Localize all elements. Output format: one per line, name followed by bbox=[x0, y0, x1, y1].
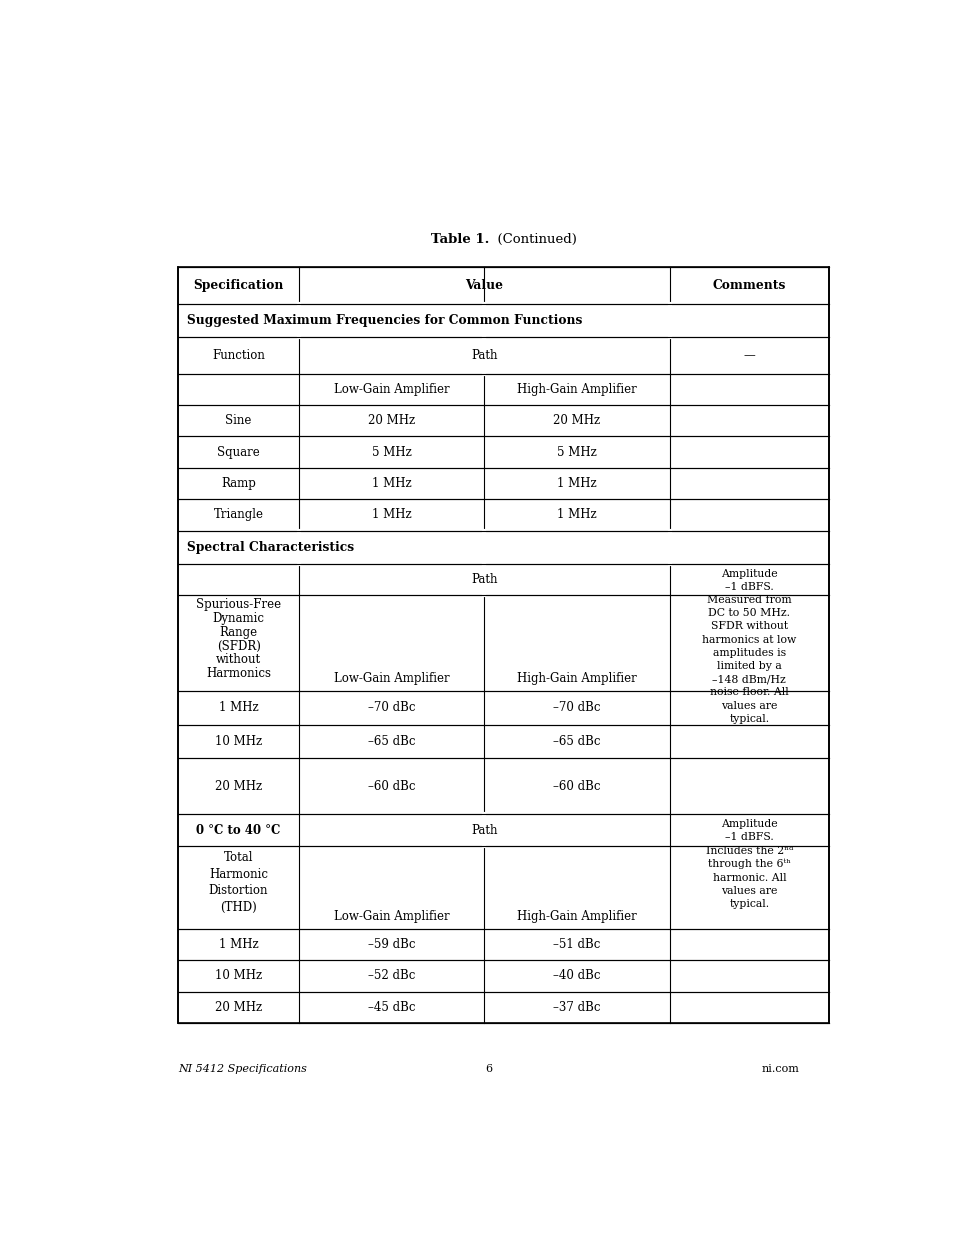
Text: Harmonic: Harmonic bbox=[209, 867, 268, 881]
Text: NI 5412 Specifications: NI 5412 Specifications bbox=[178, 1063, 307, 1073]
Text: 1 MHz: 1 MHz bbox=[372, 509, 411, 521]
Text: 20 MHz: 20 MHz bbox=[214, 779, 262, 793]
Text: –37 dBc: –37 dBc bbox=[553, 1000, 600, 1014]
Text: Ramp: Ramp bbox=[221, 477, 255, 490]
Text: ni.com: ni.com bbox=[760, 1063, 799, 1073]
Text: 1 MHz: 1 MHz bbox=[218, 939, 258, 951]
Text: Path: Path bbox=[471, 348, 497, 362]
Text: Suggested Maximum Frequencies for Common Functions: Suggested Maximum Frequencies for Common… bbox=[187, 314, 582, 327]
Text: –59 dBc: –59 dBc bbox=[367, 939, 415, 951]
Text: Square: Square bbox=[217, 446, 259, 458]
Text: 20 MHz: 20 MHz bbox=[214, 1000, 262, 1014]
Text: (THD): (THD) bbox=[220, 900, 256, 914]
Text: –45 dBc: –45 dBc bbox=[367, 1000, 415, 1014]
Text: High-Gain Amplifier: High-Gain Amplifier bbox=[517, 383, 636, 395]
Text: High-Gain Amplifier: High-Gain Amplifier bbox=[517, 910, 636, 923]
Text: 1 MHz: 1 MHz bbox=[557, 509, 596, 521]
Text: 1 MHz: 1 MHz bbox=[557, 477, 596, 490]
Text: Low-Gain Amplifier: Low-Gain Amplifier bbox=[334, 673, 449, 685]
Text: Sine: Sine bbox=[225, 414, 252, 427]
Text: (Continued): (Continued) bbox=[488, 233, 577, 246]
Text: Low-Gain Amplifier: Low-Gain Amplifier bbox=[334, 910, 449, 923]
Text: Range: Range bbox=[219, 626, 257, 638]
Text: –70 dBc: –70 dBc bbox=[553, 701, 600, 714]
Text: –40 dBc: –40 dBc bbox=[553, 969, 600, 982]
Text: Value: Value bbox=[465, 279, 502, 291]
Text: Specification: Specification bbox=[193, 279, 283, 291]
Text: Spurious-Free: Spurious-Free bbox=[195, 599, 281, 611]
Text: –65 dBc: –65 dBc bbox=[553, 735, 600, 747]
Text: (SFDR): (SFDR) bbox=[216, 640, 260, 652]
Text: 5 MHz: 5 MHz bbox=[372, 446, 411, 458]
Text: 20 MHz: 20 MHz bbox=[368, 414, 415, 427]
Text: Harmonics: Harmonics bbox=[206, 667, 271, 680]
Text: –60 dBc: –60 dBc bbox=[553, 779, 600, 793]
Text: 1 MHz: 1 MHz bbox=[372, 477, 411, 490]
Text: 5 MHz: 5 MHz bbox=[557, 446, 597, 458]
Text: –60 dBc: –60 dBc bbox=[367, 779, 415, 793]
Text: Amplitude
–1 dBFS.
Includes the 2ⁿᵈ
through the 6ᵗʰ
harmonic. All
values are
typ: Amplitude –1 dBFS. Includes the 2ⁿᵈ thro… bbox=[705, 819, 792, 909]
Text: 10 MHz: 10 MHz bbox=[214, 969, 262, 982]
Text: –52 dBc: –52 dBc bbox=[368, 969, 415, 982]
Text: High-Gain Amplifier: High-Gain Amplifier bbox=[517, 673, 636, 685]
Text: Spectral Characteristics: Spectral Characteristics bbox=[187, 541, 354, 553]
Text: Triangle: Triangle bbox=[213, 509, 263, 521]
Text: Low-Gain Amplifier: Low-Gain Amplifier bbox=[334, 383, 449, 395]
Text: 1 MHz: 1 MHz bbox=[218, 701, 258, 714]
Text: Dynamic: Dynamic bbox=[213, 613, 264, 625]
Text: 20 MHz: 20 MHz bbox=[553, 414, 599, 427]
Text: –65 dBc: –65 dBc bbox=[367, 735, 415, 747]
Text: 0 °C to 40 °C: 0 °C to 40 °C bbox=[196, 824, 280, 836]
Text: —: — bbox=[742, 348, 755, 362]
Text: 6: 6 bbox=[485, 1063, 492, 1073]
Text: Amplitude
–1 dBFS.
Measured from
DC to 50 MHz.
SFDR without
harmonics at low
amp: Amplitude –1 dBFS. Measured from DC to 5… bbox=[701, 568, 796, 724]
Text: Comments: Comments bbox=[712, 279, 785, 291]
Text: without: without bbox=[215, 653, 261, 667]
Text: –51 dBc: –51 dBc bbox=[553, 939, 600, 951]
Text: –70 dBc: –70 dBc bbox=[367, 701, 415, 714]
Text: 10 MHz: 10 MHz bbox=[214, 735, 262, 747]
Text: Path: Path bbox=[471, 573, 497, 587]
Text: Table 1.: Table 1. bbox=[430, 233, 488, 246]
Text: Total: Total bbox=[224, 851, 253, 864]
Text: Function: Function bbox=[212, 348, 265, 362]
Text: Path: Path bbox=[471, 824, 497, 836]
Text: Distortion: Distortion bbox=[209, 884, 268, 897]
